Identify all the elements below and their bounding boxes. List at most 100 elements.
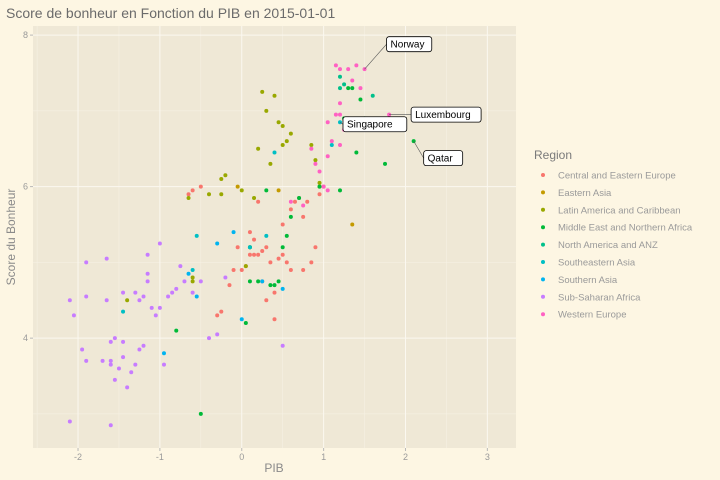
legend-label-middle-east-and-northern-africa: Middle East and Northern Africa [558, 223, 693, 234]
point-sub-saharan-africa [104, 256, 109, 261]
point-western-europe [333, 63, 338, 68]
point-central-and-eastern-europe [235, 245, 240, 250]
point-middle-east-and-northern-africa [297, 195, 302, 200]
point-central-and-eastern-europe [309, 260, 314, 265]
y-axis-label: Score du Bonheur [4, 189, 18, 286]
point-central-and-eastern-europe [305, 199, 310, 204]
point-central-and-eastern-europe [268, 260, 273, 265]
annotations: Norway Luxembourg Singapore Qatar [339, 36, 482, 167]
annotation-leader-qatar [413, 141, 424, 159]
point-sub-saharan-africa [182, 279, 187, 284]
point-sub-saharan-africa [137, 347, 142, 352]
point-southern-asia [280, 286, 285, 291]
point-central-and-eastern-europe [239, 267, 244, 272]
point-middle-east-and-northern-africa [280, 245, 285, 250]
point-sub-saharan-africa [108, 358, 113, 363]
annotation-label-qatar: Qatar [428, 154, 454, 165]
point-latin-america-and-caribbean [186, 195, 191, 200]
point-latin-america-and-caribbean [219, 177, 224, 182]
point-north-america-and-anz [337, 86, 342, 91]
point-western-europe [301, 203, 306, 208]
point-sub-saharan-africa [190, 290, 195, 295]
annotation-box-singapore [342, 116, 408, 133]
point-middle-east-and-northern-africa [256, 279, 261, 284]
point-middle-east-and-northern-africa [358, 97, 363, 102]
point-latin-america-and-caribbean [260, 89, 265, 94]
point-sub-saharan-africa [80, 347, 85, 352]
point-central-and-eastern-europe [247, 252, 252, 257]
legend-label-sub-saharan-africa: Sub-Saharan Africa [558, 292, 641, 303]
point-sub-saharan-africa [145, 271, 150, 276]
point-southern-asia [260, 279, 265, 284]
point-central-and-eastern-europe [313, 245, 318, 250]
point-latin-america-and-caribbean [256, 146, 261, 151]
x-tick-label: -2 [74, 452, 82, 462]
point-middle-east-and-northern-africa [350, 86, 355, 91]
point-western-europe [317, 169, 322, 174]
point-central-and-eastern-europe [264, 298, 269, 303]
y-tick-label: 8 [23, 30, 28, 40]
point-sub-saharan-africa [145, 252, 150, 257]
point-sub-saharan-africa [112, 377, 117, 382]
point-sub-saharan-africa [108, 339, 113, 344]
point-central-and-eastern-europe [215, 313, 220, 318]
legend: Region Central and Eastern Europe Eastern… [534, 148, 693, 321]
point-central-and-eastern-europe [276, 256, 281, 261]
point-latin-america-and-caribbean [280, 142, 285, 147]
point-sub-saharan-africa [121, 355, 126, 360]
point-north-america-and-anz [342, 82, 347, 87]
point-western-europe [358, 86, 363, 91]
point-latin-america-and-caribbean [268, 161, 273, 166]
point-latin-america-and-caribbean [239, 188, 244, 193]
point-sub-saharan-africa [280, 343, 285, 348]
point-central-and-eastern-europe [280, 222, 285, 227]
point-western-europe [321, 184, 326, 189]
annotation-box-norway [386, 36, 433, 53]
point-sub-saharan-africa [108, 423, 113, 428]
point-western-europe [288, 199, 293, 204]
point-sub-saharan-africa [133, 362, 138, 367]
legend-label-southern-asia: Southern Asia [558, 275, 618, 286]
point-central-and-eastern-europe [256, 252, 261, 257]
point-southeastern-asia [194, 233, 199, 238]
point-sub-saharan-africa [108, 362, 113, 367]
data-points [67, 63, 416, 428]
legend-key-southeastern-asia [541, 260, 545, 264]
legend-key-western-europe [541, 312, 545, 317]
point-central-and-eastern-europe [301, 214, 306, 219]
point-western-europe [309, 146, 314, 151]
point-western-europe [337, 142, 342, 147]
x-tick-label: 1 [321, 452, 326, 462]
point-sub-saharan-africa [121, 290, 126, 295]
point-western-europe [337, 101, 342, 106]
point-latin-america-and-caribbean [190, 275, 195, 280]
point-sub-saharan-africa [84, 358, 89, 363]
point-western-europe [329, 139, 334, 144]
point-sub-saharan-africa [129, 370, 134, 375]
point-southeastern-asia [190, 267, 195, 272]
point-central-and-eastern-europe [292, 199, 297, 204]
point-sub-saharan-africa [166, 294, 171, 299]
legend-label-latin-america-and-caribbean: Latin America and Caribbean [558, 205, 681, 216]
point-middle-east-and-northern-africa [284, 233, 289, 238]
point-middle-east-and-northern-africa [272, 283, 277, 288]
point-eastern-asia [235, 184, 240, 189]
point-middle-east-and-northern-africa [198, 411, 203, 416]
point-sub-saharan-africa [112, 336, 117, 341]
point-latin-america-and-caribbean [309, 142, 314, 147]
point-central-and-eastern-europe [247, 230, 252, 235]
point-western-europe [313, 161, 318, 166]
point-middle-east-and-northern-africa [337, 188, 342, 193]
x-tick-label: 0 [239, 452, 244, 462]
point-central-and-eastern-europe [264, 245, 269, 250]
legend-key-north-america-and-anz [541, 242, 545, 247]
point-middle-east-and-northern-africa [354, 150, 359, 155]
legend-label-north-america-and-anz: North America and ANZ [558, 240, 658, 251]
point-latin-america-and-caribbean [264, 108, 269, 113]
point-latin-america-and-caribbean [243, 264, 248, 269]
point-north-america-and-anz [370, 93, 375, 98]
point-latin-america-and-caribbean [288, 131, 293, 136]
point-sub-saharan-africa [67, 419, 72, 424]
point-latin-america-and-caribbean [317, 180, 322, 185]
point-sub-saharan-africa [153, 313, 158, 318]
